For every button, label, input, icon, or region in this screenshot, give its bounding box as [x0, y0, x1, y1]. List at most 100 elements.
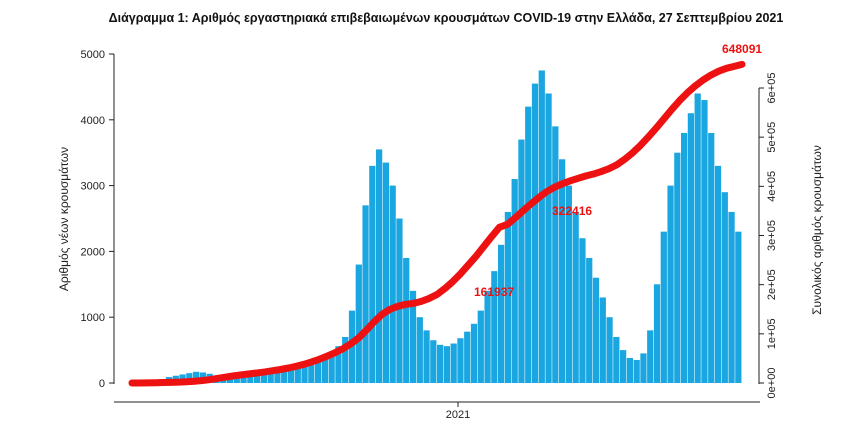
case-bar: [518, 139, 525, 383]
case-bar: [226, 379, 234, 383]
case-bar: [355, 264, 362, 383]
right-y-tick-label: 2e+05: [766, 269, 778, 300]
case-bar: [247, 376, 254, 383]
right-y-tick-label: 4e+05: [766, 171, 778, 202]
left-y-tick-label: 3000: [81, 181, 105, 193]
case-bar: [681, 132, 688, 383]
case-bar: [599, 297, 606, 383]
case-bar: [477, 310, 484, 383]
case-bar: [633, 359, 640, 383]
case-bar: [484, 290, 491, 383]
left-y-tick-label: 5000: [81, 49, 105, 61]
case-bar: [315, 357, 322, 383]
left-y-axis-label: Αριθμός νέων κρουσμάτων: [57, 147, 71, 291]
case-bar: [369, 165, 376, 383]
left-y-tick-label: 1000: [81, 312, 105, 324]
case-bar: [498, 244, 505, 383]
annotation-cumulative-2: 322416: [552, 204, 592, 218]
case-bar: [267, 372, 274, 383]
case-bar: [403, 257, 410, 383]
case-bar: [362, 205, 369, 383]
case-bar: [728, 211, 735, 383]
left-y-axis-ticks: 0 1000 2000 3000 4000 5000: [81, 49, 114, 390]
case-bar: [240, 377, 247, 383]
case-bar: [653, 284, 661, 383]
case-bar: [511, 179, 518, 383]
case-bar: [626, 357, 634, 383]
case-bar: [647, 330, 654, 383]
case-bar: [423, 330, 430, 383]
annotation-cumulative-1: 161937: [474, 285, 514, 299]
case-bar: [260, 374, 268, 383]
case-bar: [694, 93, 701, 383]
case-bar: [579, 238, 586, 383]
case-bar: [701, 100, 708, 383]
case-bar: [687, 113, 695, 383]
case-bar: [287, 365, 295, 383]
case-bar: [281, 368, 288, 383]
case-bar: [396, 218, 403, 383]
case-bar: [586, 257, 593, 383]
case-bar: [470, 323, 478, 383]
case-bar: [592, 277, 600, 383]
case-bar: [301, 361, 308, 383]
right-y-tick-label: 3e+05: [766, 220, 778, 251]
plot-area: [128, 60, 746, 387]
case-bar: [321, 355, 329, 383]
case-bar: [328, 352, 335, 383]
case-bar: [233, 378, 240, 383]
case-bar: [443, 346, 451, 383]
case-bar: [376, 149, 383, 383]
case-bar: [457, 338, 464, 383]
cumulative-cases-line: [128, 60, 746, 387]
case-bar: [430, 340, 437, 383]
case-bar: [382, 162, 390, 383]
case-bar: [565, 185, 573, 383]
case-bar: [308, 359, 315, 383]
case-bar: [667, 185, 674, 383]
case-bar: [721, 192, 728, 383]
case-bar: [335, 346, 342, 383]
case-bar: [450, 343, 457, 383]
case-bar: [545, 93, 552, 383]
case-bar: [274, 371, 281, 383]
right-y-tick-label: 1e+05: [766, 318, 778, 349]
case-bar: [504, 211, 512, 383]
case-bar: [660, 231, 667, 383]
annotation-cumulative-final: 648091: [722, 42, 762, 56]
case-bar: [613, 336, 620, 383]
case-bar: [437, 344, 444, 383]
case-bar: [714, 165, 722, 383]
case-bar: [531, 83, 539, 384]
left-y-tick-label: 0: [99, 378, 105, 390]
case-bar: [342, 336, 349, 383]
case-bar: [640, 353, 647, 383]
left-y-tick-label: 4000: [81, 115, 105, 127]
case-bar: [559, 159, 566, 383]
right-y-tick-label: 5e+05: [766, 122, 778, 153]
case-bar: [294, 363, 301, 383]
right-y-axis-ticks: 0e+00 1e+05 2e+05 3e+05 4e+05 5e+05 6e+05: [759, 73, 778, 399]
right-y-tick-label: 0e+00: [766, 368, 778, 399]
case-bar: [525, 106, 532, 383]
left-y-tick-label: 2000: [81, 246, 105, 258]
right-y-tick-label: 6e+05: [766, 73, 778, 104]
case-bar: [409, 290, 417, 383]
case-bar: [606, 317, 613, 383]
case-bar: [674, 152, 681, 383]
case-bar: [538, 70, 545, 383]
case-bar: [572, 211, 579, 383]
case-bar: [416, 317, 423, 383]
x-tick-label-2021: 2021: [446, 409, 470, 421]
case-bar: [464, 331, 471, 383]
case-bar: [735, 231, 742, 383]
case-bar: [389, 185, 396, 383]
case-bar: [186, 373, 193, 383]
case-bar: [193, 371, 200, 383]
case-bar: [254, 375, 261, 383]
case-bar: [491, 271, 498, 383]
case-bar: [620, 350, 627, 383]
case-bar: [708, 132, 715, 383]
right-y-axis-label: Συνολικός αριθμός κρουσμάτων: [810, 145, 824, 315]
